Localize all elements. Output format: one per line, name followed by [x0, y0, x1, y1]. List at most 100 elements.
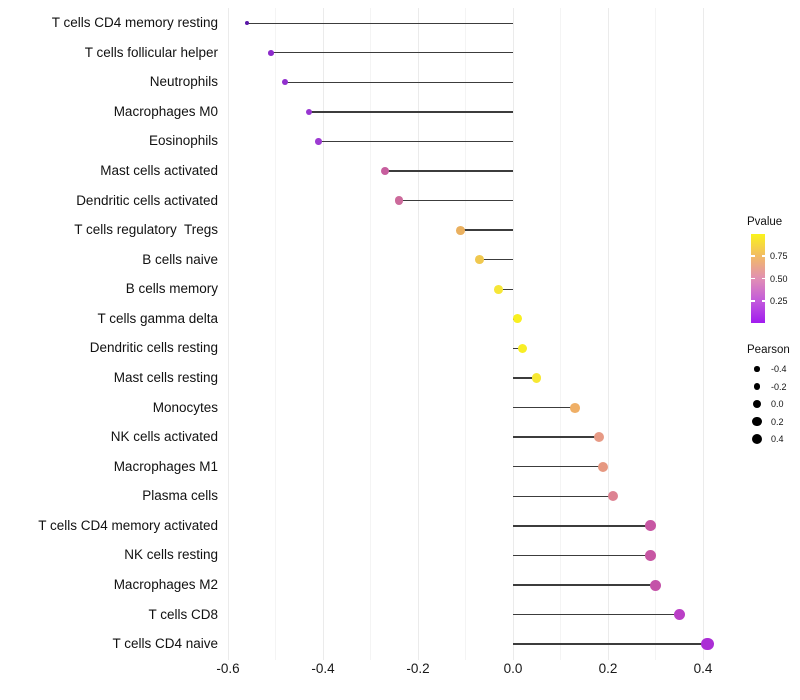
category-label: Plasma cells [142, 488, 218, 504]
lollipop-segment [513, 436, 599, 438]
major-gridline [607, 8, 609, 660]
category-label: T cells gamma delta [97, 310, 218, 326]
pearson-legend-label: 0.0 [771, 399, 784, 409]
lollipop-dot [607, 491, 618, 502]
pearson-legend-dot [752, 416, 762, 427]
major-gridline [512, 8, 514, 660]
minor-gridline [275, 8, 276, 660]
major-gridline [322, 8, 324, 660]
lollipop-segment [270, 52, 513, 54]
category-label: Macrophages M0 [113, 103, 218, 119]
pearson-legend-dot [752, 399, 762, 409]
pearson-legend-title: Pearson [747, 344, 790, 356]
lollipop-dot [380, 166, 389, 176]
lollipop-segment [513, 377, 537, 379]
category-label: B cells memory [125, 281, 218, 297]
lollipop-dot [532, 373, 542, 383]
pvalue-bar-tick [751, 299, 755, 302]
lollipop-segment [498, 288, 513, 291]
lollipop-dot [394, 196, 404, 205]
lollipop-segment [460, 229, 513, 231]
pvalue-bar-tick [761, 277, 765, 280]
pvalue-tick-label: 0.50 [770, 273, 788, 284]
category-label: Monocytes [152, 399, 218, 415]
lollipop-dot [598, 461, 609, 472]
lollipop-dot [494, 284, 504, 294]
pvalue-bar-tick [751, 255, 755, 258]
lollipop-dot [645, 550, 657, 561]
category-label: Dendritic cells activated [76, 192, 218, 208]
pearson-legend-label: 0.4 [771, 434, 784, 444]
lollipop-dot [315, 138, 322, 145]
pvalue-bar-tick [761, 255, 765, 258]
category-label: Macrophages M1 [113, 458, 218, 474]
x-axis-tick-label: 0.2 [598, 661, 618, 676]
lollipop-segment [308, 111, 513, 113]
minor-gridline [370, 8, 371, 660]
lollipop-dot [456, 225, 466, 235]
category-label: Eosinophils [148, 133, 218, 149]
lollipop-segment [384, 170, 513, 172]
pvalue-legend-title: Pvalue [747, 216, 783, 228]
category-label: T cells follicular helper [84, 44, 218, 60]
x-axis-tick-label: 0.0 [503, 661, 523, 676]
lollipop-dot [569, 402, 580, 413]
major-gridline [227, 8, 229, 660]
pvalue-tick-label: 0.75 [770, 251, 788, 262]
lollipop-segment [513, 584, 656, 586]
category-label: B cells naive [142, 251, 218, 267]
lollipop-dot [701, 637, 715, 651]
major-gridline [417, 8, 419, 660]
category-label: T cells CD8 [148, 606, 218, 622]
lollipop-dot [513, 314, 523, 324]
pvalue-tick-label: 0.25 [770, 295, 788, 306]
category-label: Neutrophils [149, 74, 218, 90]
lollipop-segment [513, 495, 613, 497]
lollipop-dot [475, 255, 485, 265]
pvalue-bar-tick [751, 277, 755, 280]
x-axis-tick-label: -0.6 [216, 661, 240, 676]
lollipop-segment [513, 613, 680, 616]
lollipop-segment [479, 259, 513, 261]
x-axis-tick-label: -0.2 [406, 661, 430, 676]
minor-gridline [655, 8, 656, 660]
lollipop-segment [513, 347, 523, 350]
category-label: Mast cells activated [100, 163, 218, 179]
lollipop-segment [399, 199, 513, 202]
category-label: Macrophages M2 [113, 577, 218, 593]
lollipop-dot [282, 79, 288, 86]
category-label: T cells CD4 memory activated [38, 517, 218, 533]
lollipop-dot [645, 520, 657, 532]
pvalue-bar-tick [761, 299, 765, 302]
category-label: T cells CD4 naive [112, 636, 218, 652]
pearson-legend-label: 0.2 [771, 416, 784, 427]
lollipop-segment [513, 525, 651, 527]
category-label: Dendritic cells resting [89, 340, 218, 356]
minor-gridline [560, 8, 561, 660]
pearson-legend-label: -0.2 [771, 381, 787, 392]
lollipop-dot [518, 343, 527, 353]
major-gridline [702, 8, 704, 660]
category-label: Mast cells resting [113, 370, 218, 386]
category-label: NK cells resting [124, 547, 218, 563]
category-label: NK cells activated [110, 429, 218, 445]
x-axis-tick-label: -0.4 [311, 661, 335, 676]
lollipop-dot [305, 108, 312, 116]
pearson-legend-dot [754, 366, 760, 372]
lollipop-dot [673, 608, 685, 621]
pearson-legend-dot [751, 433, 763, 445]
lollipop-segment [513, 554, 651, 557]
lollipop-dot [267, 49, 274, 56]
lollipop-dot [245, 21, 249, 26]
lollipop-segment [513, 406, 575, 409]
category-label: T cells regulatory Tregs [74, 222, 218, 238]
lollipop-dot [593, 432, 604, 443]
minor-gridline [465, 8, 466, 660]
lollipop-segment [247, 22, 513, 24]
lollipop-dot [650, 579, 661, 591]
lollipop-segment [513, 643, 708, 645]
lollipop-segment [285, 81, 513, 84]
lollipop-segment [513, 466, 604, 468]
pearson-legend-label: -0.4 [771, 364, 787, 374]
